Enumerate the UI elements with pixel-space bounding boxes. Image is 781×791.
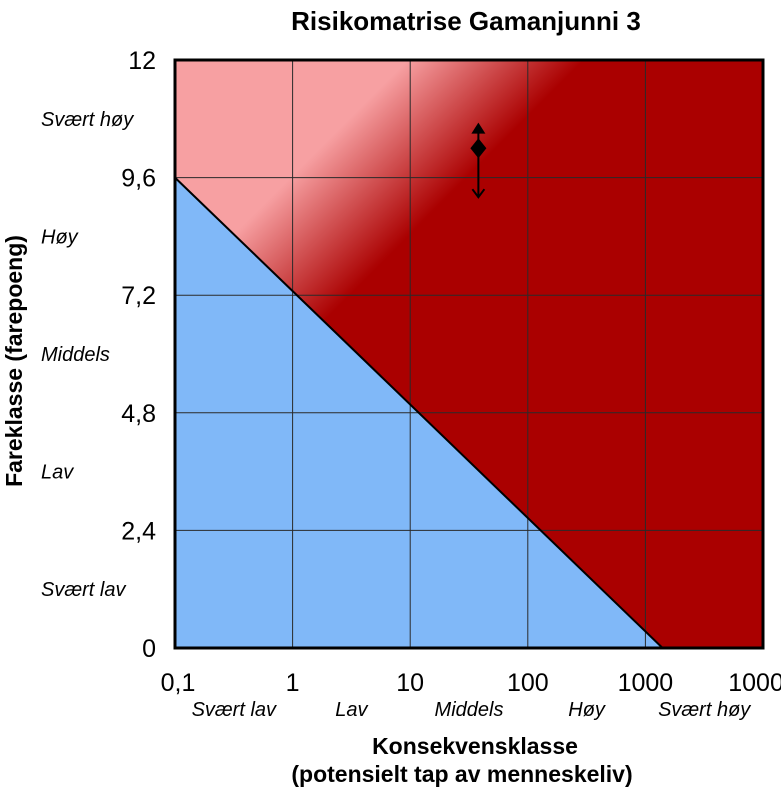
x-tick-label: 100 (507, 669, 549, 697)
x-axis-label: Konsekvensklasse (372, 733, 578, 759)
y-class-label: Svært lav (41, 579, 126, 601)
x-axis-sublabel: (potensielt tap av menneskeliv) (291, 761, 632, 787)
risk-marker (470, 122, 487, 199)
y-tick-label: 12 (128, 47, 156, 75)
grid (175, 60, 763, 648)
marker-range-arrowhead-up (471, 122, 486, 134)
x-class-label: Middels (435, 699, 504, 721)
y-tick-label: 2,4 (121, 517, 156, 545)
x-class-labels: Svært lav Lav Middels Høy Svært høy (192, 699, 752, 721)
y-tick-labels: 0 2,4 4,8 7,2 9,6 12 (121, 47, 156, 663)
risk-point-marker (470, 138, 487, 159)
x-class-label: Svært lav (192, 699, 277, 721)
marker-range-arrowhead-down (471, 188, 486, 199)
plot-frame (173, 58, 765, 650)
y-tick-label: 4,8 (121, 400, 156, 428)
plot-area (173, 58, 765, 650)
y-class-label: Middels (41, 344, 110, 366)
y-axis-label: Fareklasse (farepoeng) (1, 235, 27, 487)
y-tick-label: 0 (142, 635, 156, 663)
risk-boundary-line (174, 176, 664, 649)
x-tick-label: 0,1 (161, 669, 196, 697)
chart-title: Risikomatrise Gamanjunni 3 (291, 6, 641, 36)
y-class-label: Lav (41, 462, 74, 484)
y-tick-label: 7,2 (121, 282, 156, 310)
y-class-label: Høy (41, 226, 79, 248)
x-class-label: Høy (568, 699, 606, 721)
y-class-labels: Svært lav Lav Middels Høy Svært høy (41, 109, 134, 601)
y-class-label: Svært høy (41, 109, 134, 131)
x-tick-label: 10 (396, 669, 424, 697)
x-tick-label: 1000 (618, 669, 674, 697)
x-class-label: Svært høy (658, 699, 751, 721)
x-class-label: Lav (335, 699, 368, 721)
x-tick-label: 1 (286, 669, 300, 697)
y-tick-label: 9,6 (121, 165, 156, 193)
